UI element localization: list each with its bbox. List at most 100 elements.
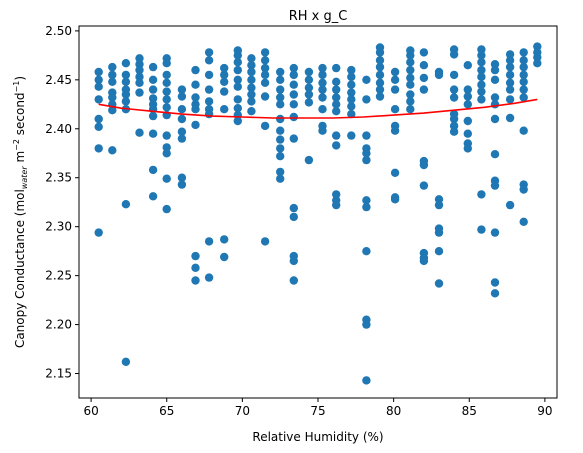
data-point xyxy=(289,134,298,143)
data-point xyxy=(332,93,341,102)
x-tick-label: 65 xyxy=(159,404,174,418)
y-label-end: ) xyxy=(13,76,27,81)
data-point xyxy=(204,273,214,282)
data-point xyxy=(289,80,298,89)
y-axis-ticks: 2.15 2.20 2.25 2.30 2.35 2.40 2.45 2.50 xyxy=(45,24,79,381)
x-axis-label: Relative Humidity (%) xyxy=(252,430,383,444)
data-point xyxy=(318,63,327,73)
data-point xyxy=(519,185,528,194)
data-point xyxy=(304,155,314,165)
data-point xyxy=(463,92,472,101)
data-point xyxy=(406,65,415,75)
data-point xyxy=(332,100,341,109)
data-point xyxy=(121,77,131,87)
data-point xyxy=(260,237,270,246)
y-label-mid: m xyxy=(13,151,27,167)
y-tick-label: 2.20 xyxy=(45,318,72,332)
data-point xyxy=(148,94,158,103)
data-point xyxy=(362,196,371,205)
data-point xyxy=(247,97,256,106)
data-point xyxy=(332,141,341,150)
data-point xyxy=(477,80,486,89)
data-point xyxy=(233,104,242,113)
data-point xyxy=(247,54,256,63)
data-point xyxy=(375,70,385,80)
data-point xyxy=(177,114,187,124)
data-point xyxy=(332,77,341,87)
data-point xyxy=(233,65,242,75)
data-point xyxy=(375,62,385,72)
data-point xyxy=(135,59,144,69)
data-point xyxy=(449,93,459,102)
data-point xyxy=(304,67,314,77)
data-point xyxy=(362,149,371,158)
y-label-subscript: water xyxy=(20,166,29,190)
data-point xyxy=(276,93,285,102)
data-point xyxy=(276,144,285,153)
y-tick-label: 2.25 xyxy=(45,269,72,283)
data-point xyxy=(533,53,542,62)
data-point xyxy=(347,102,356,111)
data-point xyxy=(247,67,256,77)
data-point xyxy=(505,85,515,94)
data-point xyxy=(390,105,400,114)
x-tick-label: 60 xyxy=(83,404,98,418)
data-point xyxy=(162,59,171,68)
data-point xyxy=(247,107,256,116)
data-point xyxy=(375,56,385,65)
data-point xyxy=(233,82,242,91)
data-point xyxy=(260,56,270,65)
data-point xyxy=(505,62,515,72)
data-point xyxy=(148,165,158,175)
data-point xyxy=(276,135,285,144)
data-point xyxy=(390,126,400,135)
data-point xyxy=(505,113,515,123)
data-point xyxy=(247,83,256,92)
data-point xyxy=(519,56,528,65)
data-point xyxy=(406,58,415,67)
data-point xyxy=(260,92,270,101)
data-point xyxy=(332,85,341,94)
y-tick-label: 2.45 xyxy=(45,73,72,87)
x-tick-label: 90 xyxy=(537,404,552,418)
data-point xyxy=(304,83,314,92)
data-point xyxy=(191,263,200,272)
x-tick-label: 70 xyxy=(235,404,250,418)
data-point xyxy=(304,98,314,107)
data-point xyxy=(220,235,229,244)
data-point xyxy=(304,75,314,85)
data-point xyxy=(276,85,285,94)
data-point xyxy=(434,195,444,204)
data-point xyxy=(533,42,542,51)
y-label-superscript-2: −1 xyxy=(12,81,21,93)
data-point xyxy=(177,134,187,143)
data-point xyxy=(289,212,298,222)
data-point xyxy=(375,78,385,88)
data-point xyxy=(108,93,117,102)
data-point xyxy=(490,228,500,237)
data-point xyxy=(94,95,103,104)
data-point xyxy=(276,167,285,177)
data-point xyxy=(390,168,400,177)
data-point xyxy=(477,72,486,82)
data-point xyxy=(362,95,371,104)
chart-title: RH x g_C xyxy=(289,9,348,24)
y-tick-label: 2.35 xyxy=(45,171,72,185)
data-point xyxy=(463,60,472,70)
data-point xyxy=(519,217,528,226)
data-point xyxy=(347,88,356,97)
data-point xyxy=(135,72,144,82)
data-point xyxy=(276,100,285,109)
data-point xyxy=(162,103,171,112)
data-point xyxy=(276,114,285,124)
data-point xyxy=(463,116,472,126)
data-point xyxy=(362,376,371,385)
data-point xyxy=(406,105,415,114)
data-point xyxy=(135,128,144,137)
data-point xyxy=(347,72,356,82)
data-point xyxy=(505,95,515,104)
data-point xyxy=(318,70,327,80)
data-point xyxy=(276,174,285,183)
data-point xyxy=(94,75,103,85)
